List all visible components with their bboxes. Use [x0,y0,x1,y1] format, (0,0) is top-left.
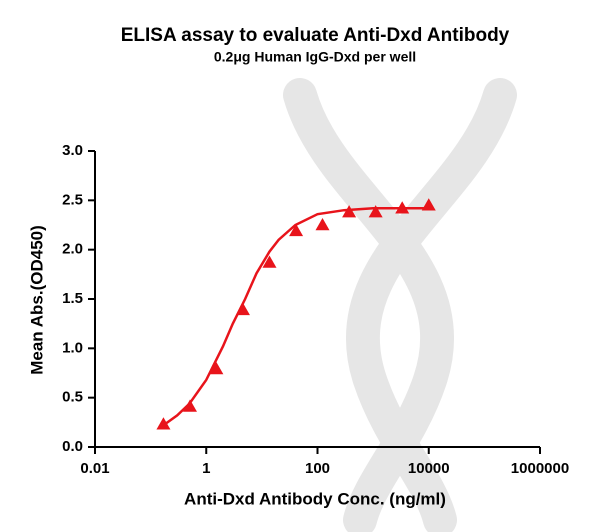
data-point [421,198,436,211]
y-tick-label: 0.0 [62,438,83,455]
data-point [368,205,383,218]
y-tick-label: 1.5 [62,290,83,307]
chart-subtitle: 0.2μg Human IgG-Dxd per well [214,49,416,65]
data-point [262,255,277,268]
y-tick-label: 0.5 [62,389,83,406]
y-tick-label: 3.0 [62,142,83,159]
y-tick-label: 2.5 [62,191,83,208]
data-point [342,205,357,218]
data-point [209,362,224,375]
data-point [395,201,410,214]
data-point [289,223,304,237]
x-tick-label: 100 [305,460,330,477]
data-point [182,399,197,412]
data-point [315,218,330,231]
x-tick-label: 1 [202,460,210,477]
y-axis-label: Mean Abs.(OD450) [27,225,46,375]
x-tick-label: 0.01 [80,460,109,477]
data-point [235,302,250,316]
data-point [156,417,171,430]
watermark [283,78,517,532]
fit-curve [162,206,429,427]
x-tick-label: 1000000 [511,460,569,477]
chart-title: ELISA assay to evaluate Anti-Dxd Antibod… [121,25,510,46]
x-axis-label: Anti-Dxd Antibody Conc. (ng/ml) [184,489,446,508]
y-tick-label: 2.0 [62,241,83,258]
x-tick-label: 10000 [408,460,450,477]
y-tick-label: 1.0 [62,339,83,356]
